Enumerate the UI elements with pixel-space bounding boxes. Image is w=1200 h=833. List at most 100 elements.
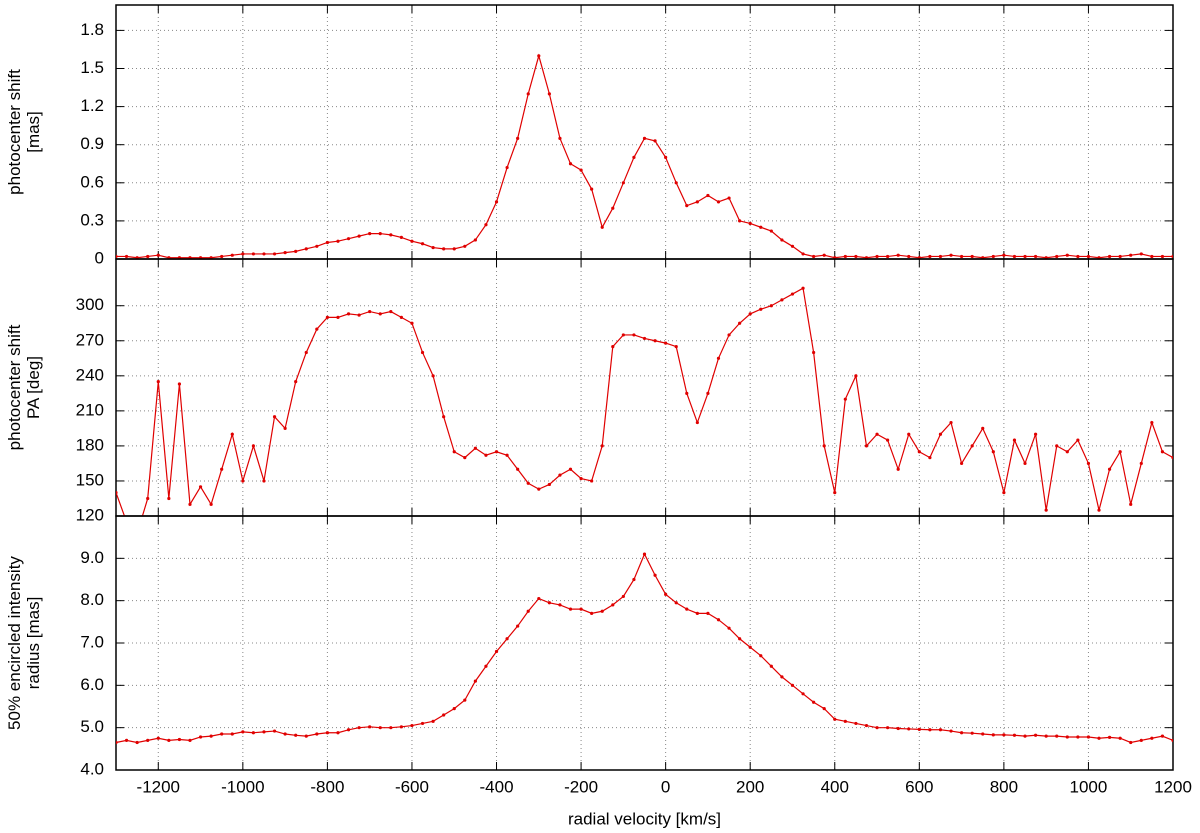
data-point — [177, 737, 182, 742]
data-point — [272, 252, 277, 256]
data-point — [420, 350, 425, 355]
data-point — [664, 341, 668, 345]
data-point — [653, 339, 657, 343]
data-point — [727, 196, 731, 200]
data-point — [220, 467, 224, 471]
data-point — [368, 232, 372, 236]
data-point — [116, 740, 118, 745]
data-point — [790, 292, 795, 296]
data-point — [716, 356, 721, 360]
data-point — [780, 238, 784, 242]
series-line — [116, 552, 1173, 744]
data-point — [1023, 461, 1027, 466]
data-point — [801, 286, 805, 290]
data-point — [928, 254, 932, 259]
data-point — [399, 315, 403, 320]
y-tick-label: 0.9 — [80, 134, 104, 153]
data-point — [568, 467, 573, 471]
data-point — [304, 247, 308, 251]
data-point — [146, 254, 150, 259]
data-point — [420, 242, 425, 246]
data-point — [1065, 735, 1069, 739]
data-point — [1118, 736, 1122, 740]
data-point — [1086, 735, 1091, 739]
data-point — [812, 350, 816, 355]
data-point — [907, 432, 911, 436]
data-point — [346, 237, 351, 241]
data-point — [780, 298, 784, 302]
data-point — [537, 54, 541, 58]
data-point — [558, 473, 562, 477]
data-point — [833, 491, 837, 495]
y-axis-label: PA [deg] — [24, 356, 43, 419]
data-point — [431, 719, 435, 723]
data-point — [1160, 254, 1165, 259]
data-point — [262, 479, 266, 483]
data-point — [452, 247, 456, 251]
data-point — [1033, 733, 1038, 737]
data-point — [294, 249, 298, 253]
data-point — [653, 139, 657, 143]
y-axis-label: photocenter shift — [5, 69, 24, 195]
data-point — [1139, 461, 1143, 466]
data-point — [907, 727, 911, 731]
data-point — [431, 245, 435, 250]
data-point — [1150, 420, 1154, 425]
data-point — [1055, 734, 1059, 738]
data-point — [917, 450, 921, 454]
data-point — [209, 502, 213, 506]
data-point — [389, 233, 393, 237]
data-point — [1033, 432, 1038, 436]
data-point — [241, 479, 245, 483]
data-point — [389, 309, 393, 314]
data-point — [854, 721, 858, 726]
data-point — [632, 155, 636, 159]
data-point — [283, 426, 287, 430]
data-point — [960, 731, 964, 735]
data-point — [442, 247, 446, 251]
data-point — [484, 223, 488, 227]
data-point — [991, 254, 995, 259]
data-point — [611, 603, 615, 607]
data-point — [579, 168, 583, 172]
data-point — [452, 707, 456, 711]
plot-area — [116, 53, 1173, 259]
data-point — [611, 206, 615, 210]
data-point — [1171, 455, 1173, 460]
data-point — [938, 728, 943, 732]
data-point — [346, 728, 351, 732]
x-tick-label: -1000 — [221, 777, 264, 796]
data-point — [949, 253, 953, 257]
data-point — [198, 735, 203, 739]
data-point — [1107, 254, 1112, 259]
data-point — [1002, 253, 1006, 257]
data-point — [579, 607, 583, 611]
data-point — [843, 254, 847, 259]
y-tick-label: 180 — [76, 435, 104, 454]
data-point — [590, 611, 594, 615]
data-point — [632, 577, 636, 582]
data-point — [146, 738, 150, 742]
data-point — [156, 380, 160, 384]
data-point — [674, 181, 678, 185]
data-point — [664, 155, 668, 159]
data-point — [1129, 740, 1133, 745]
x-axis-label: radial velocity [km/s] — [568, 809, 721, 828]
y-tick-label: 270 — [76, 330, 104, 349]
data-point — [505, 165, 509, 170]
data-point — [833, 717, 837, 721]
data-point — [1139, 252, 1143, 256]
data-point — [494, 200, 499, 204]
data-point — [547, 601, 551, 605]
data-point — [410, 321, 414, 325]
data-point — [674, 601, 678, 605]
data-point — [494, 450, 499, 454]
data-point — [695, 611, 699, 615]
data-point — [505, 453, 509, 457]
data-point — [1076, 735, 1080, 739]
data-point — [494, 649, 499, 654]
data-point — [156, 253, 160, 257]
data-point — [981, 732, 985, 736]
data-point — [748, 221, 752, 226]
x-tick-label: -800 — [310, 777, 344, 796]
